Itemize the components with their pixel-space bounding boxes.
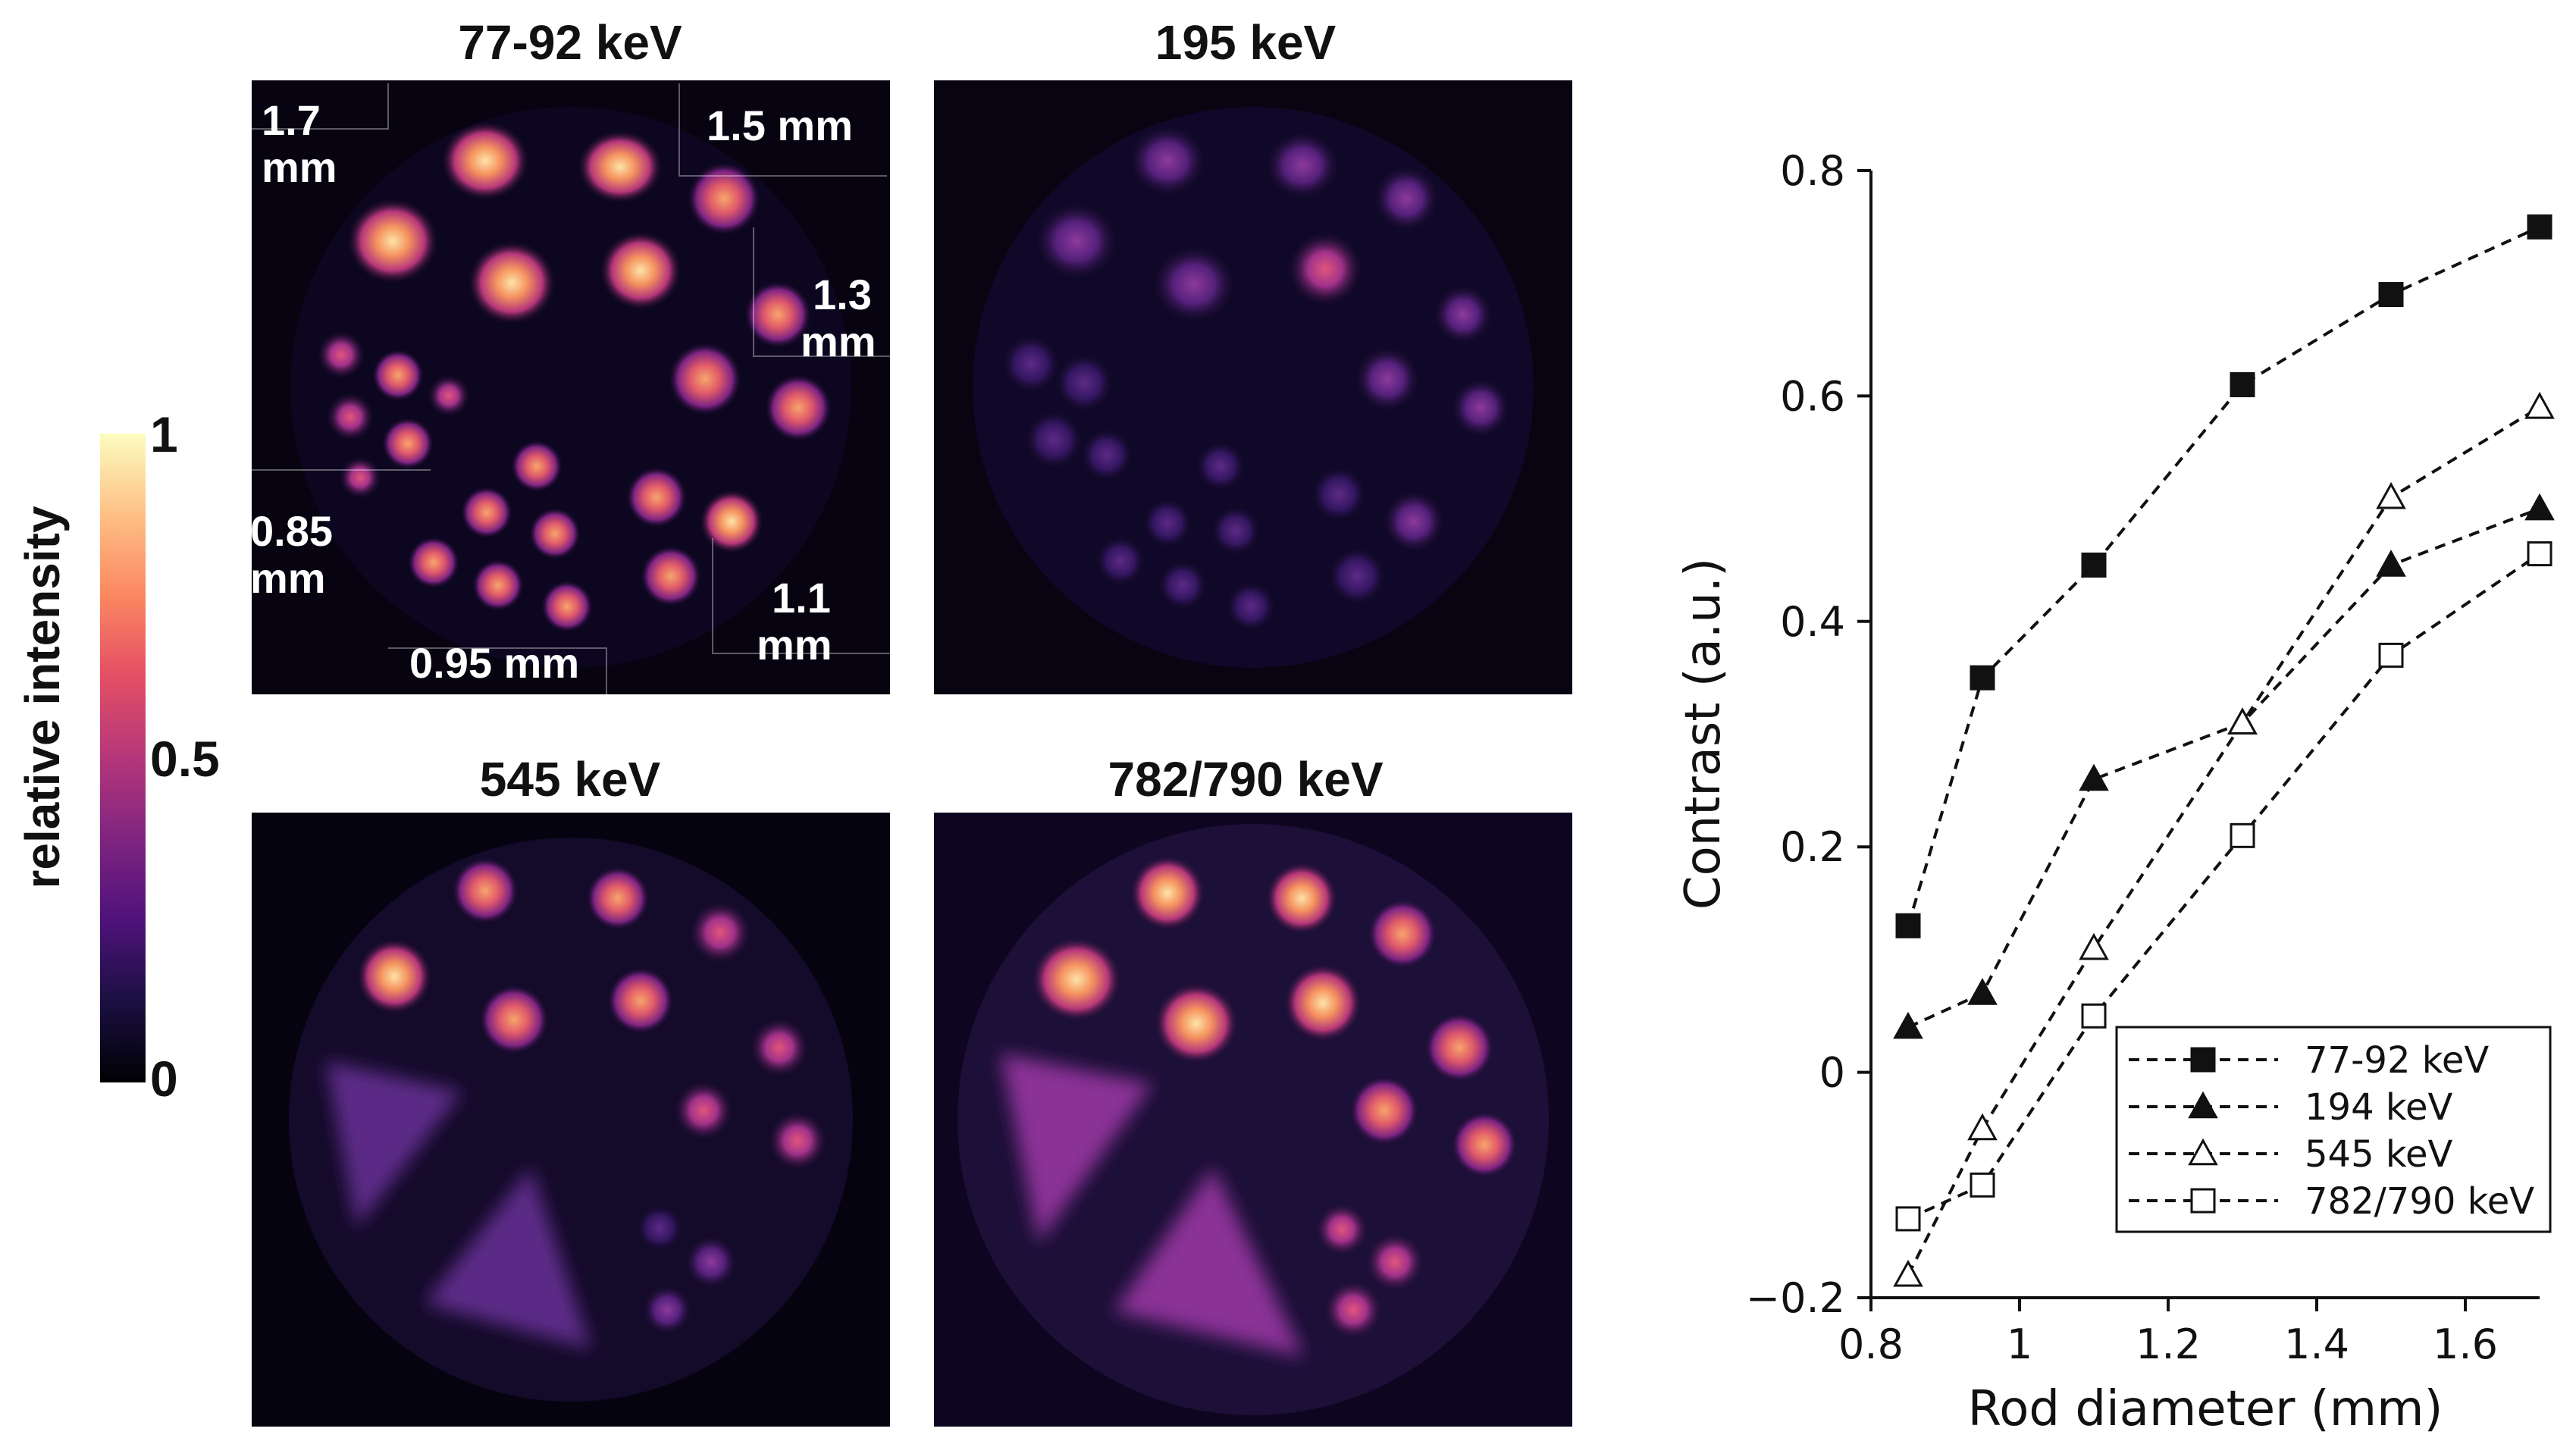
legend-entry: 782/790 keV	[2129, 1180, 2534, 1223]
data-point	[2378, 642, 2404, 668]
series-2	[1893, 493, 2555, 1039]
rod-hotspots	[1001, 124, 1511, 632]
rod-cluster-bottom	[425, 1167, 591, 1349]
image-panels: 77-92 keV	[250, 15, 1572, 1427]
data-point	[2527, 541, 2552, 567]
x-axis-label: Rod diameter (mm)	[1968, 1381, 2443, 1437]
y-tick-label: 0.4	[1780, 598, 1845, 646]
data-point	[1970, 665, 1995, 691]
x-ticks: 0.8 1 1.2 1.4 1.6	[1838, 1298, 2498, 1368]
data-point	[2376, 550, 2406, 577]
y-tick-label: −0.2	[1746, 1274, 1845, 1322]
data-point	[2527, 214, 2552, 240]
label-1.3: 1.3 mm	[801, 271, 876, 365]
data-point	[1895, 913, 1921, 938]
colorbar-tick-1: 1	[150, 406, 178, 462]
y-tick-label: 0.2	[1780, 823, 1845, 871]
data-point	[2079, 932, 2109, 960]
series-3	[1893, 391, 2555, 1287]
data-point	[1895, 1206, 1921, 1232]
series-4	[1895, 541, 2552, 1232]
colorbar-title: relative intensity	[15, 506, 70, 889]
legend-marker	[2188, 1138, 2218, 1166]
series-line	[1907, 225, 2540, 926]
legend-entry: 77-92 keV	[2129, 1039, 2489, 1082]
x-tick-label: 1.6	[2433, 1320, 2498, 1368]
colorbar: relative intensity 1 0.5 0	[15, 406, 220, 1107]
series-line	[1907, 552, 2541, 1220]
rod-cluster-left	[326, 1061, 462, 1228]
x-tick-label: 0.8	[1838, 1320, 1904, 1368]
data-point	[2081, 552, 2107, 578]
label-0.95: 0.95 mm	[409, 639, 579, 687]
legend-label: 782/790 keV	[2305, 1180, 2534, 1223]
label-0.85: 0.85 mm	[250, 507, 333, 602]
x-tick-label: 1.4	[2284, 1320, 2349, 1368]
x-tick-label: 1.2	[2136, 1320, 2201, 1368]
image-panel-545kev: 545 keV	[252, 752, 890, 1427]
data-point	[1893, 1011, 1923, 1039]
label-guides	[252, 83, 890, 694]
data-point	[2079, 763, 2109, 791]
colorbar-tick-0.5: 0.5	[150, 731, 220, 787]
legend-label: 77-92 keV	[2305, 1039, 2489, 1082]
rod-size-labels: 1.7 mm 1.5 mm 1.3 mm 0.85 mm 0.95 mm 1.1 mm	[250, 96, 876, 687]
y-tick-label: 0	[1819, 1049, 1845, 1097]
y-ticks: −0.2 0 0.2 0.4 0.6 0.8	[1746, 147, 1871, 1322]
legend-label: 194 keV	[2305, 1086, 2452, 1129]
colorbar-gradient	[100, 434, 146, 1082]
label-1.7: 1.7 mm	[262, 96, 337, 191]
rod-cluster-left	[1001, 1054, 1152, 1243]
image-panel-782-790kev: 782/790 keV	[934, 752, 1572, 1427]
legend-marker	[2188, 1091, 2218, 1119]
series-1	[1895, 214, 2552, 938]
y-tick-label: 0.8	[1780, 147, 1845, 195]
data-point	[2081, 1003, 2107, 1029]
y-tick-label: 0.6	[1780, 372, 1845, 420]
y-axis-label: Contrast (a.u.)	[1675, 558, 1731, 910]
rod-cluster-bottom	[1114, 1167, 1304, 1357]
data-point	[2230, 372, 2255, 398]
data-point	[1970, 1172, 1995, 1198]
panel-title: 195 keV	[1155, 15, 1337, 70]
x-tick-label: 1	[2007, 1320, 2032, 1368]
rod-hotspots	[317, 121, 832, 632]
data-point	[2376, 481, 2406, 509]
legend-entry: 545 keV	[2129, 1133, 2452, 1176]
series-lines	[1893, 214, 2555, 1287]
series-line	[1907, 406, 2541, 1277]
label-1.5: 1.5 mm	[707, 102, 853, 149]
data-point	[2378, 282, 2404, 308]
legend-entry: 194 keV	[2129, 1086, 2452, 1129]
legend-marker	[2190, 1188, 2216, 1214]
data-point	[1967, 978, 1998, 1005]
data-point	[2230, 822, 2255, 848]
data-point	[2524, 493, 2555, 521]
legend-label: 545 keV	[2305, 1133, 2452, 1176]
panel-title: 782/790 keV	[1108, 752, 1384, 807]
rod-hotspots	[356, 857, 828, 1336]
image-panel-77-92kev: 77-92 keV	[250, 15, 890, 694]
data-point	[2227, 707, 2258, 735]
rod-hotspots	[1031, 855, 1518, 1340]
label-1.1: 1.1 mm	[757, 574, 832, 669]
panel-title: 77-92 keV	[458, 15, 682, 70]
panel-title: 545 keV	[480, 752, 661, 807]
data-point	[1893, 1259, 1923, 1287]
series-line	[1907, 507, 2540, 1029]
legend-marker	[2190, 1047, 2216, 1073]
contrast-chart: −0.2 0 0.2 0.4 0.6 0.8 0.8 1 1.2 1.4 1.6 Contrast…	[1675, 147, 2555, 1437]
data-point	[1967, 1113, 1998, 1141]
image-panel-195kev: 195 keV	[934, 15, 1572, 694]
colorbar-tick-0: 0	[150, 1051, 178, 1107]
data-point	[2524, 391, 2555, 419]
